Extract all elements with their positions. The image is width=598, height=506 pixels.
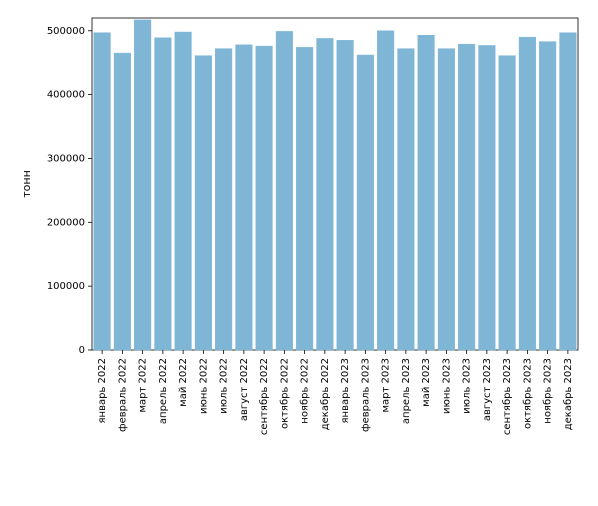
bar — [458, 44, 475, 350]
ytick-label: 400000 — [47, 90, 85, 101]
bar — [94, 33, 111, 350]
bar — [499, 56, 516, 350]
bar — [256, 46, 273, 350]
xtick-label: февраль 2023 — [360, 358, 371, 432]
xtick-label: август 2022 — [239, 358, 250, 421]
ytick-label: 500000 — [47, 26, 85, 37]
bar — [114, 53, 131, 350]
bar — [418, 35, 435, 350]
xtick-label: ноябрь 2022 — [300, 358, 311, 424]
xtick-label: февраль 2022 — [117, 358, 128, 432]
bar — [337, 40, 354, 350]
xtick-label: март 2022 — [138, 358, 149, 412]
xtick-label: апрель 2023 — [401, 358, 412, 424]
bar — [539, 42, 556, 350]
xtick-label: декабрь 2022 — [320, 358, 331, 430]
bar — [560, 33, 577, 350]
xtick-label: апрель 2022 — [158, 358, 169, 424]
bar — [296, 47, 313, 350]
bar — [357, 55, 374, 350]
bar — [175, 32, 192, 350]
xtick-label: июль 2023 — [462, 358, 473, 414]
xtick-label: декабрь 2023 — [563, 358, 574, 430]
bar — [317, 38, 334, 350]
xtick-label: октябрь 2022 — [279, 358, 290, 429]
xtick-label: июль 2022 — [219, 358, 230, 414]
bar — [398, 49, 415, 350]
xtick-label: май 2023 — [421, 358, 432, 407]
ytick-label: 300000 — [47, 153, 85, 164]
xtick-label: сентябрь 2023 — [502, 358, 513, 435]
bar — [236, 45, 253, 350]
xtick-label: август 2023 — [482, 358, 493, 421]
xtick-label: май 2022 — [178, 358, 189, 407]
xtick-label: ноябрь 2023 — [543, 358, 554, 424]
xtick-label: сентябрь 2022 — [259, 358, 270, 435]
bar — [195, 56, 212, 350]
xtick-label: июнь 2022 — [198, 358, 209, 414]
y-axis-label: тонн — [20, 170, 33, 198]
xtick-label: январь 2022 — [97, 358, 108, 423]
bar-chart: 0 100000 200000 300000 400000 500000 тонн январ… — [0, 0, 598, 506]
ytick-label: 200000 — [47, 217, 85, 228]
xtick-label: январь 2023 — [340, 358, 351, 423]
bar — [377, 31, 394, 350]
bar — [276, 31, 293, 350]
bar — [479, 45, 496, 350]
bar — [215, 49, 232, 350]
xtick-label: март 2023 — [381, 358, 392, 412]
bar — [438, 49, 455, 350]
xtick-label: июнь 2023 — [441, 358, 452, 414]
bar — [519, 37, 536, 350]
ytick-label: 100000 — [47, 281, 85, 292]
bar — [134, 20, 151, 350]
bar-chart-container: 0 100000 200000 300000 400000 500000 тонн январ… — [0, 0, 598, 506]
ytick-label: 0 — [79, 345, 85, 356]
xtick-label: октябрь 2023 — [522, 358, 533, 429]
bar — [155, 38, 172, 350]
